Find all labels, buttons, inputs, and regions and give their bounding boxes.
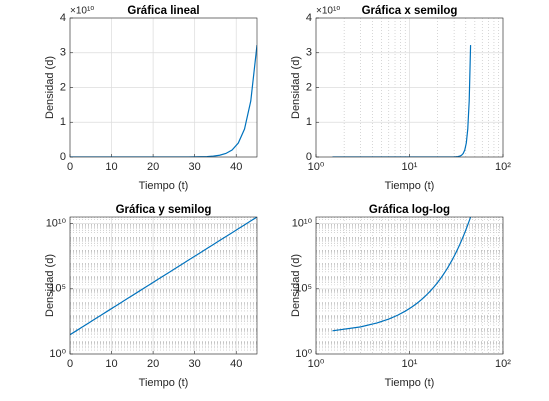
- x-tick-label: 10: [105, 161, 117, 173]
- y-tick-label: 0: [306, 151, 312, 163]
- chart-title: Gráfica x semilog: [362, 5, 458, 17]
- y-tick-label: 0: [60, 151, 66, 163]
- chart-title: Gráfica y semilog: [116, 204, 212, 216]
- x-axis-label: Tiempo (t): [139, 377, 189, 389]
- chart-title: Gráfica lineal: [127, 5, 199, 17]
- y-tick-label: 10¹⁰: [292, 218, 313, 230]
- y-tick-label: 3: [306, 47, 312, 59]
- x-tick-label: 10⁰: [308, 161, 325, 173]
- y-tick-label: 10⁵: [295, 283, 312, 295]
- y-tick-label: 4: [60, 12, 66, 24]
- y-tick-label: 10⁰: [295, 348, 312, 360]
- x-tick-label: 30: [189, 161, 201, 173]
- x-axis-label: Tiempo (t): [385, 377, 435, 389]
- y-tick-label: 10⁵: [49, 283, 66, 295]
- data-line: [332, 217, 472, 332]
- y-axis-label: Densidad (d): [290, 254, 302, 317]
- y-tick-label: 10¹⁰: [46, 218, 67, 230]
- y-tick-label: 1: [306, 116, 312, 128]
- y-exponent: ×10¹⁰: [70, 6, 94, 17]
- y-tick-label: 2: [306, 81, 312, 93]
- x-axis-label: Tiempo (t): [385, 180, 435, 192]
- axes-box: [315, 17, 504, 158]
- y-axis-label: Densidad (d): [44, 254, 56, 317]
- x-tick-label: 30: [189, 358, 201, 370]
- x-tick-label: 0: [67, 161, 73, 173]
- y-tick-label: 2: [60, 81, 66, 93]
- axes-box: [69, 17, 258, 158]
- x-tick-label: 10²: [495, 358, 511, 370]
- chart-title: Gráfica log-log: [369, 204, 450, 216]
- x-tick-label: 10⁰: [308, 358, 325, 370]
- x-tick-label: 20: [147, 161, 159, 173]
- y-tick-label: 4: [306, 12, 312, 24]
- axes-box: [315, 216, 504, 355]
- x-tick-label: 40: [230, 358, 242, 370]
- x-axis-label: Tiempo (t): [139, 180, 189, 192]
- x-tick-label: 10²: [495, 161, 511, 173]
- y-tick-label: 3: [60, 47, 66, 59]
- y-axis-label: Densidad (d): [290, 56, 302, 119]
- y-axis-label: Densidad (d): [44, 56, 56, 119]
- axes-box: [69, 216, 258, 355]
- data-line: [70, 44, 257, 157]
- x-tick-label: 10¹: [402, 358, 418, 370]
- y-tick-label: 1: [60, 116, 66, 128]
- y-exponent: ×10¹⁰: [316, 6, 340, 17]
- x-tick-label: 10¹: [402, 161, 418, 173]
- y-tick-label: 10⁰: [49, 348, 66, 360]
- x-tick-label: 20: [147, 358, 159, 370]
- x-tick-label: 10: [105, 358, 117, 370]
- x-tick-label: 0: [67, 358, 73, 370]
- x-tick-label: 40: [230, 161, 242, 173]
- data-line: [70, 217, 257, 336]
